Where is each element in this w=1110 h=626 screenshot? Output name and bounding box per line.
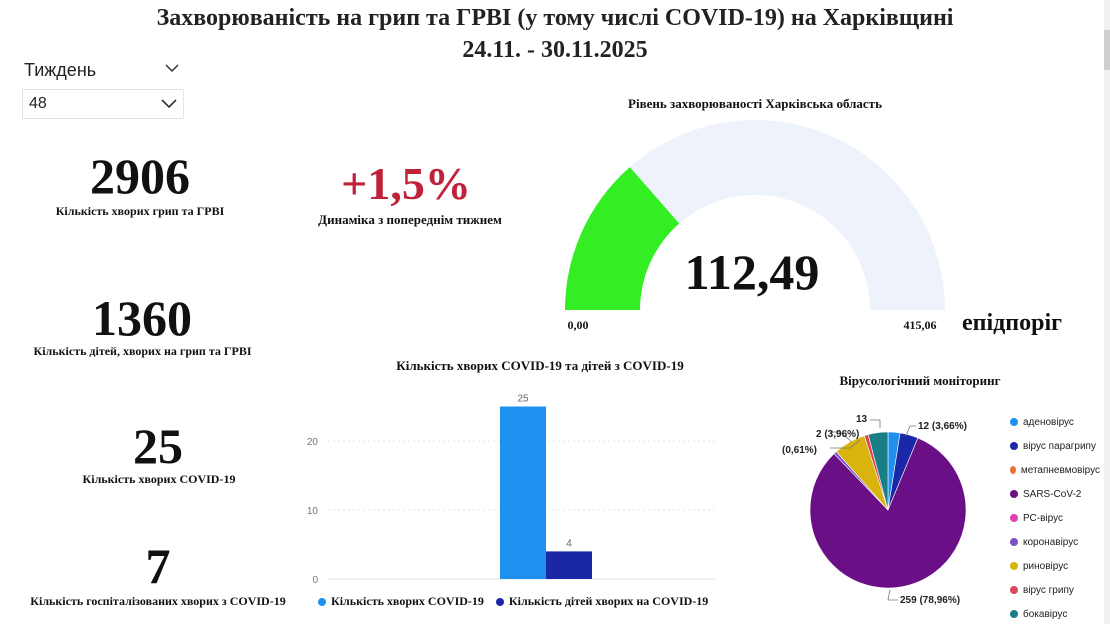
pie-legend-item-5[interactable]: коронавірус (1010, 530, 1100, 554)
pie-label-left-b: (0,61%) (782, 445, 817, 456)
y-tick-20: 20 (307, 437, 319, 448)
pie-legend-dot-0 (1010, 418, 1018, 426)
scrollbar-track[interactable] (1104, 0, 1110, 624)
pie-legend-dot-3 (1010, 490, 1018, 498)
dynamics-value: +1,5% (341, 158, 471, 209)
bar-chart: 20 10 0 25 4 (307, 394, 715, 586)
pie-legend-dot-5 (1010, 538, 1018, 546)
leader-top (870, 419, 881, 428)
pie-legend-item-1[interactable]: вірус парагрипу (1010, 434, 1100, 458)
period-subtitle: 24.11. - 30.11.2025 (462, 37, 648, 63)
pie-legend-item-8[interactable]: бокавірус (1010, 602, 1100, 626)
pie-chart: 13 12 (3,66%) 2 (3,96%) (0,61%) 259 (78,… (782, 414, 967, 606)
pie-legend-label-5: коронавірус (1023, 536, 1079, 548)
pie-legend-dot-4 (1010, 514, 1018, 522)
pie-legend-label-8: бокавірус (1023, 608, 1068, 620)
gauge-chart (565, 120, 945, 310)
pie-legend-item-6[interactable]: риновірус (1010, 554, 1100, 578)
gauge-fill (565, 167, 680, 310)
week-dropdown[interactable]: 48 (22, 89, 184, 119)
slicer-collapse-icon[interactable] (162, 58, 182, 78)
pie-label-bottom: 259 (78,96%) (900, 595, 960, 606)
pie-legend-label-2: метапневмовірус (1020, 464, 1100, 476)
pie-legend-dot-8 (1010, 610, 1018, 618)
pie-legend-item-2[interactable]: метапневмовірус (1010, 458, 1100, 482)
chevron-down-icon (159, 94, 179, 119)
week-dropdown-value: 48 (29, 95, 47, 112)
pie-legend-item-3[interactable]: SARS-CoV-2 (1010, 482, 1100, 506)
page-title: Захворюваність на грип та ГРВІ (у тому ч… (156, 5, 954, 31)
y-tick-0: 0 (312, 575, 318, 586)
gauge-max-label: 415,06 (903, 318, 937, 332)
kpi-children-caption: Кількість дітей, хворих на грип та ГРВІ (33, 344, 252, 358)
week-filter-label: Тиждень (24, 60, 97, 80)
pie-legend-dot-1 (1010, 442, 1018, 450)
dynamics-caption: Динаміка з попереднім тижнем (318, 212, 502, 227)
pie-title: Вірусологічний моніторинг (839, 373, 1001, 388)
pie-legend-item-4[interactable]: РС-вірус (1010, 506, 1100, 530)
bar-legend: Кількість хворих COVID-19 Кількість діте… (318, 594, 708, 609)
kpi-flu-caption: Кількість хворих грип та ГРВІ (55, 204, 225, 218)
pie-legend-dot-2 (1010, 466, 1016, 474)
pie-legend-label-3: SARS-CoV-2 (1023, 488, 1082, 500)
pie-label-paragrip: 12 (3,66%) (918, 421, 967, 432)
legend-dot-covid (318, 597, 326, 606)
pie-legend-item-7[interactable]: вірус грипу (1010, 578, 1100, 602)
gauge-min-label: 0,00 (567, 318, 589, 332)
kpi-children-value: 1360 (92, 290, 192, 346)
leader-bottom (887, 589, 898, 601)
legend-dot-children (495, 597, 504, 606)
kpi-hospitalized-caption: Кількість госпіталізованих хворих з COVI… (30, 594, 286, 608)
kpi-hospitalized-value: 7 (145, 538, 171, 594)
kpi-covid-caption: Кількість хворих COVID-19 (82, 472, 236, 486)
bar-value-label-1: 4 (566, 538, 572, 549)
pie-legend-label-0: аденовірус (1023, 416, 1074, 428)
gauge-value: 112,49 (684, 244, 820, 300)
y-tick-10: 10 (307, 506, 319, 517)
pie-label-top: 13 (856, 414, 868, 425)
leader-left-b (830, 439, 861, 449)
gauge-track (565, 120, 945, 310)
pie-slice-3[interactable] (809, 437, 967, 589)
pie-legend-label-7: вірус грипу (1023, 584, 1074, 596)
bar-0[interactable] (500, 406, 546, 580)
pie-legend-label-6: риновірус (1023, 560, 1069, 572)
scrollbar-thumb[interactable] (1104, 30, 1110, 70)
legend-label-children: Кількість дітей хворих на COVID-19 (508, 594, 709, 608)
pie-slice-8[interactable] (867, 431, 889, 511)
pie-legend-item-0[interactable]: аденовірус (1010, 410, 1100, 434)
legend-label-covid: Кількість хворих COVID-19 (331, 594, 484, 608)
pie-label-left-a: 2 (3,96%) (816, 429, 859, 440)
pie-legend-dot-6 (1010, 562, 1018, 570)
threshold-label: епідпоріг (962, 310, 1063, 336)
pie-legend: аденовірус вірус парагрипу метапневмовірус… (1010, 410, 1100, 626)
kpi-flu-value: 2906 (90, 148, 190, 204)
bar-chart-title: Кількість хворих COVID-19 та дітей з COV… (396, 358, 684, 373)
leader-left-a (830, 431, 853, 443)
pie-legend-label-1: вірус парагрипу (1023, 440, 1096, 452)
leader-right (905, 425, 916, 437)
kpi-covid-value: 25 (133, 418, 183, 474)
pie-legend-label-4: РС-вірус (1023, 512, 1063, 524)
bar-value-label-0: 25 (517, 394, 529, 405)
pie-legend-dot-7 (1010, 586, 1018, 594)
gauge-title: Рівень захворюваності Харківська область (628, 96, 882, 111)
bar-1[interactable] (546, 551, 592, 579)
